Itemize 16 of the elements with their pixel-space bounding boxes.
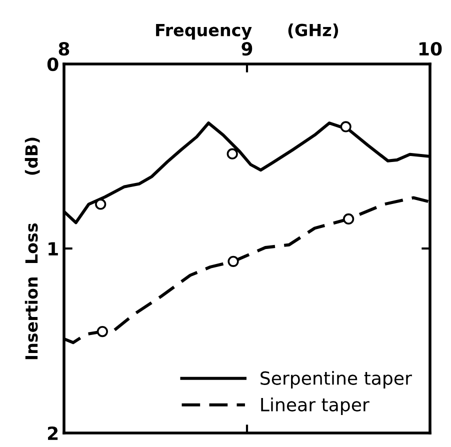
y-axis-title: Insertion Loss (dB) bbox=[24, 138, 40, 360]
y-tick-label: 1 bbox=[48, 242, 58, 256]
x-tick-label: 9 bbox=[242, 42, 252, 56]
legend-label: Linear taper bbox=[261, 397, 370, 415]
y-tick-label: 0 bbox=[47, 57, 58, 72]
x-tick-label: 10 bbox=[419, 42, 442, 56]
point bbox=[340, 121, 352, 132]
point bbox=[96, 326, 108, 338]
x-axis-title: Frequency (GHz) bbox=[156, 23, 338, 40]
point bbox=[95, 198, 106, 210]
point bbox=[226, 148, 238, 160]
x-tick-label: 8 bbox=[58, 42, 70, 56]
y-tick-label: 2 bbox=[48, 426, 58, 440]
legend-label: Serpentine taper bbox=[260, 370, 412, 388]
point bbox=[343, 213, 354, 225]
point bbox=[228, 256, 239, 267]
